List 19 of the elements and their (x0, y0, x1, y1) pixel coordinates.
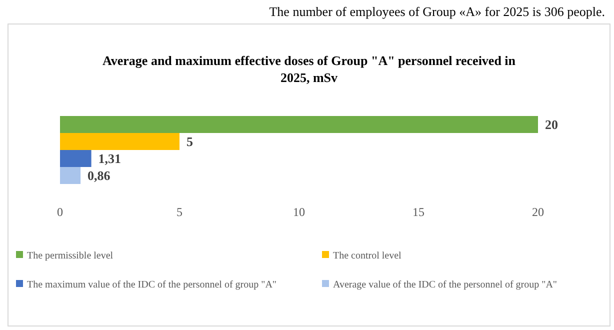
data-label: 20 (545, 117, 558, 132)
legend-label: Average value of the IDC of the personnel of group "A" (333, 280, 558, 290)
x-tick-label: 15 (412, 205, 424, 219)
text: The number of employees of Group «A» for 2025 is 306 people. (269, 4, 605, 19)
legend-label: The permissible level (27, 250, 114, 262)
x-tick-label: 20 (532, 205, 544, 219)
bar (60, 167, 81, 184)
bar (60, 133, 180, 150)
chart-title: Average and maximum effective doses of Group "A" personnel received in 2025, mSv (102, 53, 516, 85)
x-tick-label: 10 (293, 205, 305, 219)
bar (60, 116, 538, 133)
x-tick-label: 5 (176, 205, 182, 219)
bar (60, 150, 92, 167)
data-label: 1,31 (98, 151, 122, 166)
legend-label: The control level (333, 250, 402, 262)
data-label: 0,86 (88, 168, 111, 184)
data-label: 5 (186, 134, 194, 150)
legend-label: The maximum value of the IDC of the personnel of group "A" (27, 280, 276, 290)
x-tick-label: 0 (57, 205, 63, 219)
